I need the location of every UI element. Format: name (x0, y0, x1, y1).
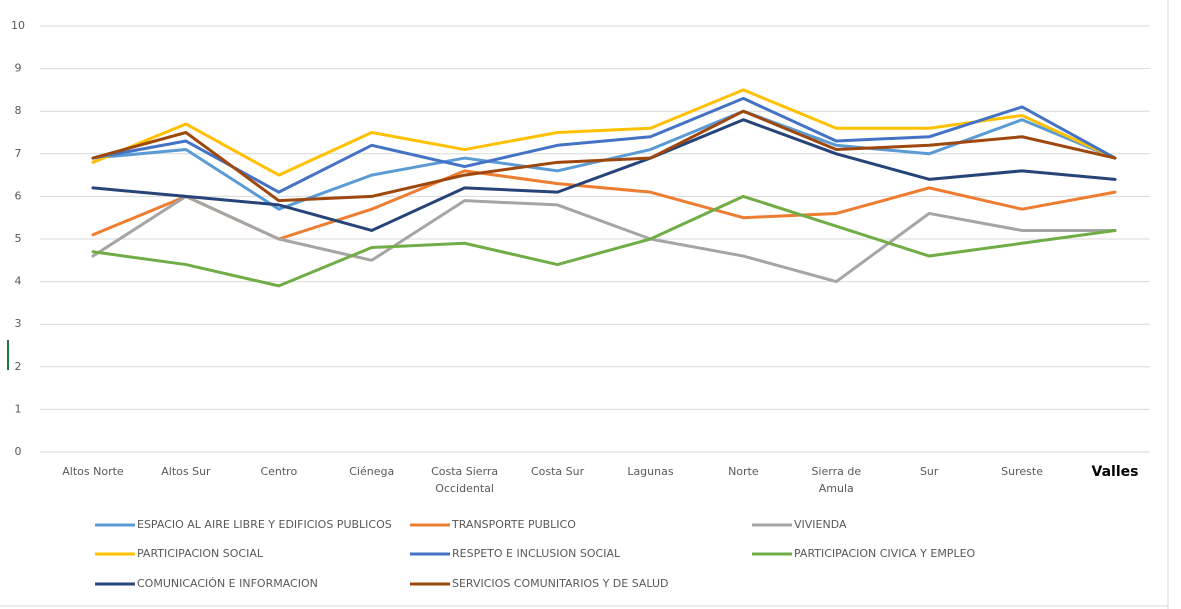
y-tick-label: 4 (15, 275, 22, 288)
legend-label: ESPACIO AL AIRE LIBRE Y EDIFICIOS PUBLIC… (137, 518, 392, 531)
x-tick-label: Altos Norte (62, 465, 124, 478)
legend-label: COMUNICACIÓN E INFORMACION (137, 577, 318, 590)
legend-label: RESPETO E INCLUSION SOCIAL (452, 547, 621, 560)
legend-label: SERVICIOS COMUNITARIOS Y DE SALUD (452, 577, 669, 590)
series-line (91, 169, 1117, 241)
y-tick-label: 8 (15, 104, 22, 117)
y-tick-label: 2 (15, 360, 22, 373)
x-tick-label: Norte (728, 465, 759, 478)
series-line (91, 118, 1117, 232)
x-tick-label: Costa Sierra Occidental (431, 465, 498, 495)
series-line (91, 96, 1117, 194)
y-tick-label: 3 (15, 317, 22, 330)
x-tick-label: Lagunas (627, 465, 674, 478)
x-tick-label: Valles (1092, 464, 1139, 480)
legend-label: PARTICIPACION SOCIAL (137, 547, 264, 560)
x-tick-label: Sureste (1001, 465, 1043, 478)
legend-label: VIVIENDA (794, 518, 847, 531)
y-tick-label: 5 (15, 232, 22, 245)
series-line (91, 194, 1117, 288)
y-tick-label: 6 (15, 189, 22, 202)
series-line (91, 109, 1117, 203)
x-tick-label: Sur (920, 465, 939, 478)
series-line (91, 194, 1117, 284)
y-tick-label: 10 (11, 19, 25, 32)
y-tick-label: 1 (15, 402, 22, 415)
x-tick-label: Sierra de Amula (811, 465, 861, 495)
x-tick-label: Ciénega (349, 465, 394, 478)
y-tick-label: 0 (15, 445, 22, 458)
y-tick-label: 7 (15, 147, 22, 160)
series-line (91, 88, 1117, 177)
legend-label: PARTICIPACION CIVICA Y EMPLEO (794, 547, 976, 560)
y-tick-label: 9 (15, 62, 22, 75)
legend-label: TRANSPORTE PUBLICO (451, 518, 576, 531)
x-tick-label: Altos Sur (161, 465, 211, 478)
x-tick-label: Costa Sur (531, 465, 585, 478)
x-tick-label: Centro (260, 465, 297, 478)
